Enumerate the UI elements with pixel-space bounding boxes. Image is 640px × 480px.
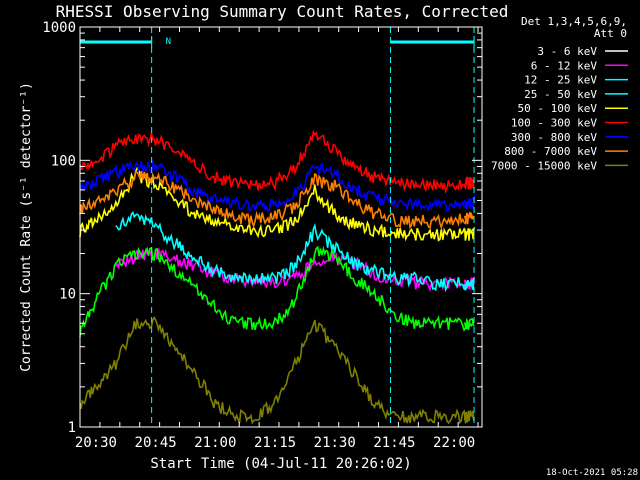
legend-entry-label: 12 - 25 keV (524, 74, 597, 87)
overlay-layer: N (80, 27, 475, 427)
y-tick-label: 10 (59, 287, 76, 303)
legend-entry-label: 300 - 800 keV (511, 131, 597, 144)
y-axis-label: Corrected Count Rate (s⁻¹ detector⁻¹) (19, 82, 34, 372)
legend-entry-label: 25 - 50 keV (524, 88, 597, 101)
x-tick-label: 20:45 (135, 435, 177, 451)
y-tick-label: 1 (68, 420, 76, 436)
chart-title: RHESSI Observing Summary Count Rates, Co… (56, 2, 509, 21)
footer-timestamp: 18-Oct-2021 05:28 (546, 468, 638, 478)
series-line (79, 129, 475, 195)
plot-frame (79, 26, 483, 428)
legend-header-line: Att 0 (594, 27, 627, 40)
x-tick-label: 21:45 (373, 435, 415, 451)
legend-entry-label: 7000 - 15000 keV (491, 159, 597, 172)
legend-header-line: Det 1,3,4,5,6,9, (521, 15, 627, 28)
x-tick-label: 20:30 (75, 435, 117, 451)
x-tick-label: 21:30 (314, 435, 356, 451)
legend-entry-label: 6 - 12 keV (531, 59, 598, 72)
y-tick-label: 1000 (42, 20, 76, 36)
series-line (79, 316, 475, 425)
y-tick-label: 100 (51, 153, 76, 169)
legend-header: Det 1,3,4,5,6,9,Att 0 (521, 15, 627, 40)
series-line (79, 245, 475, 338)
series-layer (79, 129, 476, 425)
x-tick-label: 22:00 (433, 435, 475, 451)
x-axis: 20:30 20:45 21:00 21:15 21:30 21:45 22:00 (75, 27, 479, 451)
series-line (79, 160, 475, 213)
legend-entry-label: 800 - 7000 keV (504, 145, 597, 158)
legend-entry-label: 100 - 300 keV (511, 117, 597, 130)
series-line (79, 169, 475, 230)
legend-entry-label: 50 - 100 keV (518, 102, 598, 115)
series-line (115, 211, 475, 293)
series-line (115, 247, 475, 293)
legend-entry-label: 3 - 6 keV (537, 45, 597, 58)
y-axis: 1 10 100 1000 (42, 20, 482, 436)
x-tick-label: 21:00 (194, 435, 236, 451)
attenuator-bar-label: N (166, 37, 171, 47)
series-line (79, 281, 476, 382)
x-tick-label: 21:15 (254, 435, 296, 451)
x-axis-label: Start Time (04-Jul-11 20:26:02) (150, 456, 411, 472)
